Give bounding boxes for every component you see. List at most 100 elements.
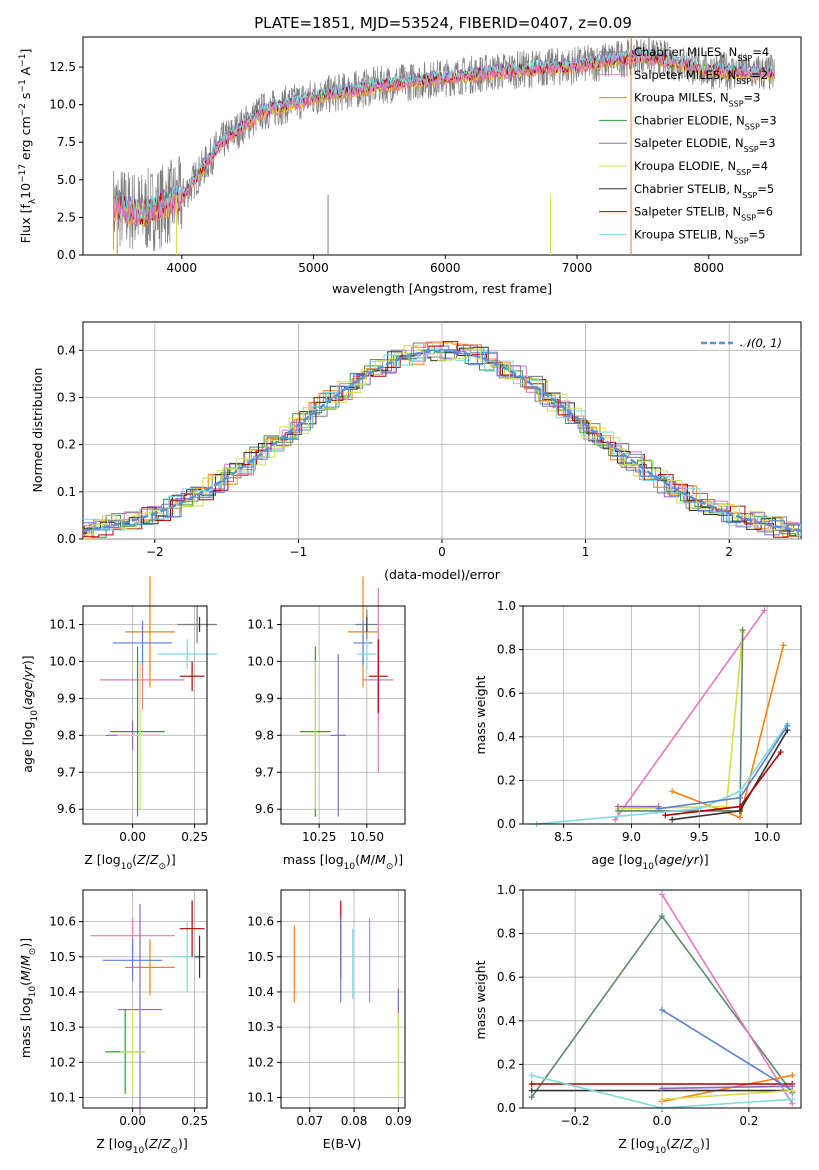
x-tick-label: 5000 xyxy=(298,261,329,275)
massweight-vs-age-panel: 8.5 9.0 9.5 10.0 0.0 0.2 0.4 0.6 0.8 1.0 xyxy=(497,599,802,844)
y-tick-label: 10.2 xyxy=(49,1055,76,1069)
y-tick-label: 9.6 xyxy=(255,802,274,816)
legend-subscript: SSP xyxy=(736,168,751,177)
weight-marker xyxy=(780,642,787,649)
axes-background xyxy=(281,606,405,824)
axes-background xyxy=(83,606,207,824)
x-tick-label: −0.2 xyxy=(561,1114,590,1128)
y-tick-label: 0.0 xyxy=(497,817,516,831)
spectrum-xlabel: wavelength [Angstrom, rest frame] xyxy=(332,281,552,296)
weight-line xyxy=(661,1085,793,1090)
weight-marker xyxy=(614,803,621,810)
legend-label: Chabrier ELODIE, NSSP=3 xyxy=(634,113,777,130)
y-tick-label: 5.0 xyxy=(57,173,76,187)
legend-label: Chabrier STELIB, NSSP=5 xyxy=(634,182,774,200)
residual-histogram xyxy=(83,348,801,536)
legend-subscript: SSP xyxy=(745,122,760,131)
y-tick-label: 1.0 xyxy=(497,883,516,897)
legend-label: Kroupa ELODIE, NSSP=4 xyxy=(634,159,768,177)
x-tick-label: 9.0 xyxy=(622,830,641,844)
y-tick-label: 10.4 xyxy=(49,985,76,999)
y-tick-label: 0.3 xyxy=(57,390,76,404)
y-tick-label: 9.7 xyxy=(57,765,76,779)
x-tick-label: 0.0 xyxy=(652,1114,671,1128)
legend-label: Salpeter MILES, NSSP=2 xyxy=(634,68,768,86)
weight-marker xyxy=(659,913,665,920)
weight-marker xyxy=(659,1096,665,1103)
weight-marker xyxy=(761,607,768,614)
legend-subscript: SSP xyxy=(737,54,752,63)
y-tick-label: 10.3 xyxy=(247,1020,274,1034)
axes-frame xyxy=(82,889,208,1109)
x-tick-label: 0.2 xyxy=(739,1114,758,1128)
y-tick-label: 9.8 xyxy=(255,728,274,742)
mw-age-xlabel: age [log10(age/yr)] xyxy=(591,852,708,872)
x-tick-label: 0.00 xyxy=(119,830,146,844)
weight-line xyxy=(661,893,793,1105)
legend-subscript: SSP xyxy=(742,190,757,199)
weight-marker xyxy=(528,1087,535,1094)
x-tick-label: 1 xyxy=(582,545,590,559)
x-tick-label: 10.0 xyxy=(754,830,781,844)
mass-vs-ebv-panel: 0.07 0.08 0.09 10.1 10.2 10.3 10.4 10.5 10.6 xyxy=(247,889,412,1128)
mass-Z-xlabel: Z [log10(Z/Z⊙)] xyxy=(96,1136,188,1156)
ebv-xlabel: E(B-V) xyxy=(323,1136,362,1151)
y-tick-label: 0.2 xyxy=(57,438,76,452)
weight-marker xyxy=(784,722,791,729)
axes-frame xyxy=(280,889,406,1109)
y-tick-label: 0.6 xyxy=(497,970,516,984)
weight-marker xyxy=(655,803,662,810)
y-tick-label: 10.6 xyxy=(247,915,274,929)
weight-marker xyxy=(612,816,619,823)
legend-count: =2 xyxy=(751,68,768,82)
residual-xlabel: (data-model)/error xyxy=(384,567,501,582)
x-tick-label: 10.50 xyxy=(350,830,384,844)
legend-count: =6 xyxy=(756,205,773,219)
figure-title: PLATE=1851, MJD=53524, FIBERID=0407, z=0… xyxy=(254,14,632,32)
residual-histogram xyxy=(83,347,801,535)
gaussian-curve xyxy=(82,349,802,532)
weight-marker xyxy=(528,1094,535,1101)
weight-marker xyxy=(659,1085,665,1092)
x-tick-label: 7000 xyxy=(562,261,593,275)
x-tick-label: 0.25 xyxy=(181,1114,208,1128)
observed-spectrum xyxy=(112,36,775,252)
weight-marker xyxy=(662,812,669,819)
x-tick-label: 0.08 xyxy=(341,1114,368,1128)
legend-subscript: SSP xyxy=(741,213,756,222)
y-tick-label: 9.6 xyxy=(57,802,76,816)
weight-marker xyxy=(777,749,784,756)
model-spectrum-kroupa-stelib xyxy=(112,48,775,221)
y-tick-label: 9.9 xyxy=(57,691,76,705)
y-tick-label: 9.7 xyxy=(255,765,274,779)
legend-count: =3 xyxy=(760,113,777,127)
y-tick-label: 9.8 xyxy=(57,728,76,742)
weight-line xyxy=(614,609,766,821)
x-tick-label: 0.00 xyxy=(119,1114,146,1128)
weight-marker xyxy=(669,816,676,823)
x-tick-label: 8.5 xyxy=(554,830,573,844)
age-mass-xlabel: mass [log10(M/M⊙)] xyxy=(283,852,403,872)
y-tick-label: 10.0 xyxy=(49,654,76,668)
y-tick-label: 0.1 xyxy=(57,485,76,499)
model-spectrum-salpeter-miles xyxy=(112,51,775,227)
weight-marker xyxy=(669,788,676,795)
axes-background xyxy=(523,606,801,824)
y-tick-label: 10.1 xyxy=(247,617,274,631)
legend-label: Salpeter ELODIE, NSSP=3 xyxy=(634,136,776,154)
spectrum-panel: 4000 5000 6000 7000 8000 0.0 2.5 5.0 7.5 10.0 12.5… xyxy=(18,36,802,296)
mw-Z-xlabel: Z [log10(Z/Z⊙)] xyxy=(618,1136,710,1156)
weight-line xyxy=(661,1009,793,1092)
x-tick-label: 6000 xyxy=(430,261,461,275)
y-tick-label: 10.3 xyxy=(49,1020,76,1034)
y-tick-label: 0.8 xyxy=(497,643,516,657)
legend-label: Salpeter STELIB, NSSP=6 xyxy=(634,205,773,223)
y-tick-label: 7.5 xyxy=(57,135,76,149)
y-tick-label: 10.0 xyxy=(49,98,76,112)
gaussian-legend-label: 𝒩(0, 1) xyxy=(740,336,782,350)
axes-background xyxy=(281,890,405,1108)
y-tick-label: 2.5 xyxy=(57,210,76,224)
y-tick-label: 0.4 xyxy=(497,730,516,744)
age-Z-xlabel: Z [log10(Z/Z⊙)] xyxy=(84,852,176,872)
y-tick-label: 1.0 xyxy=(497,599,516,613)
